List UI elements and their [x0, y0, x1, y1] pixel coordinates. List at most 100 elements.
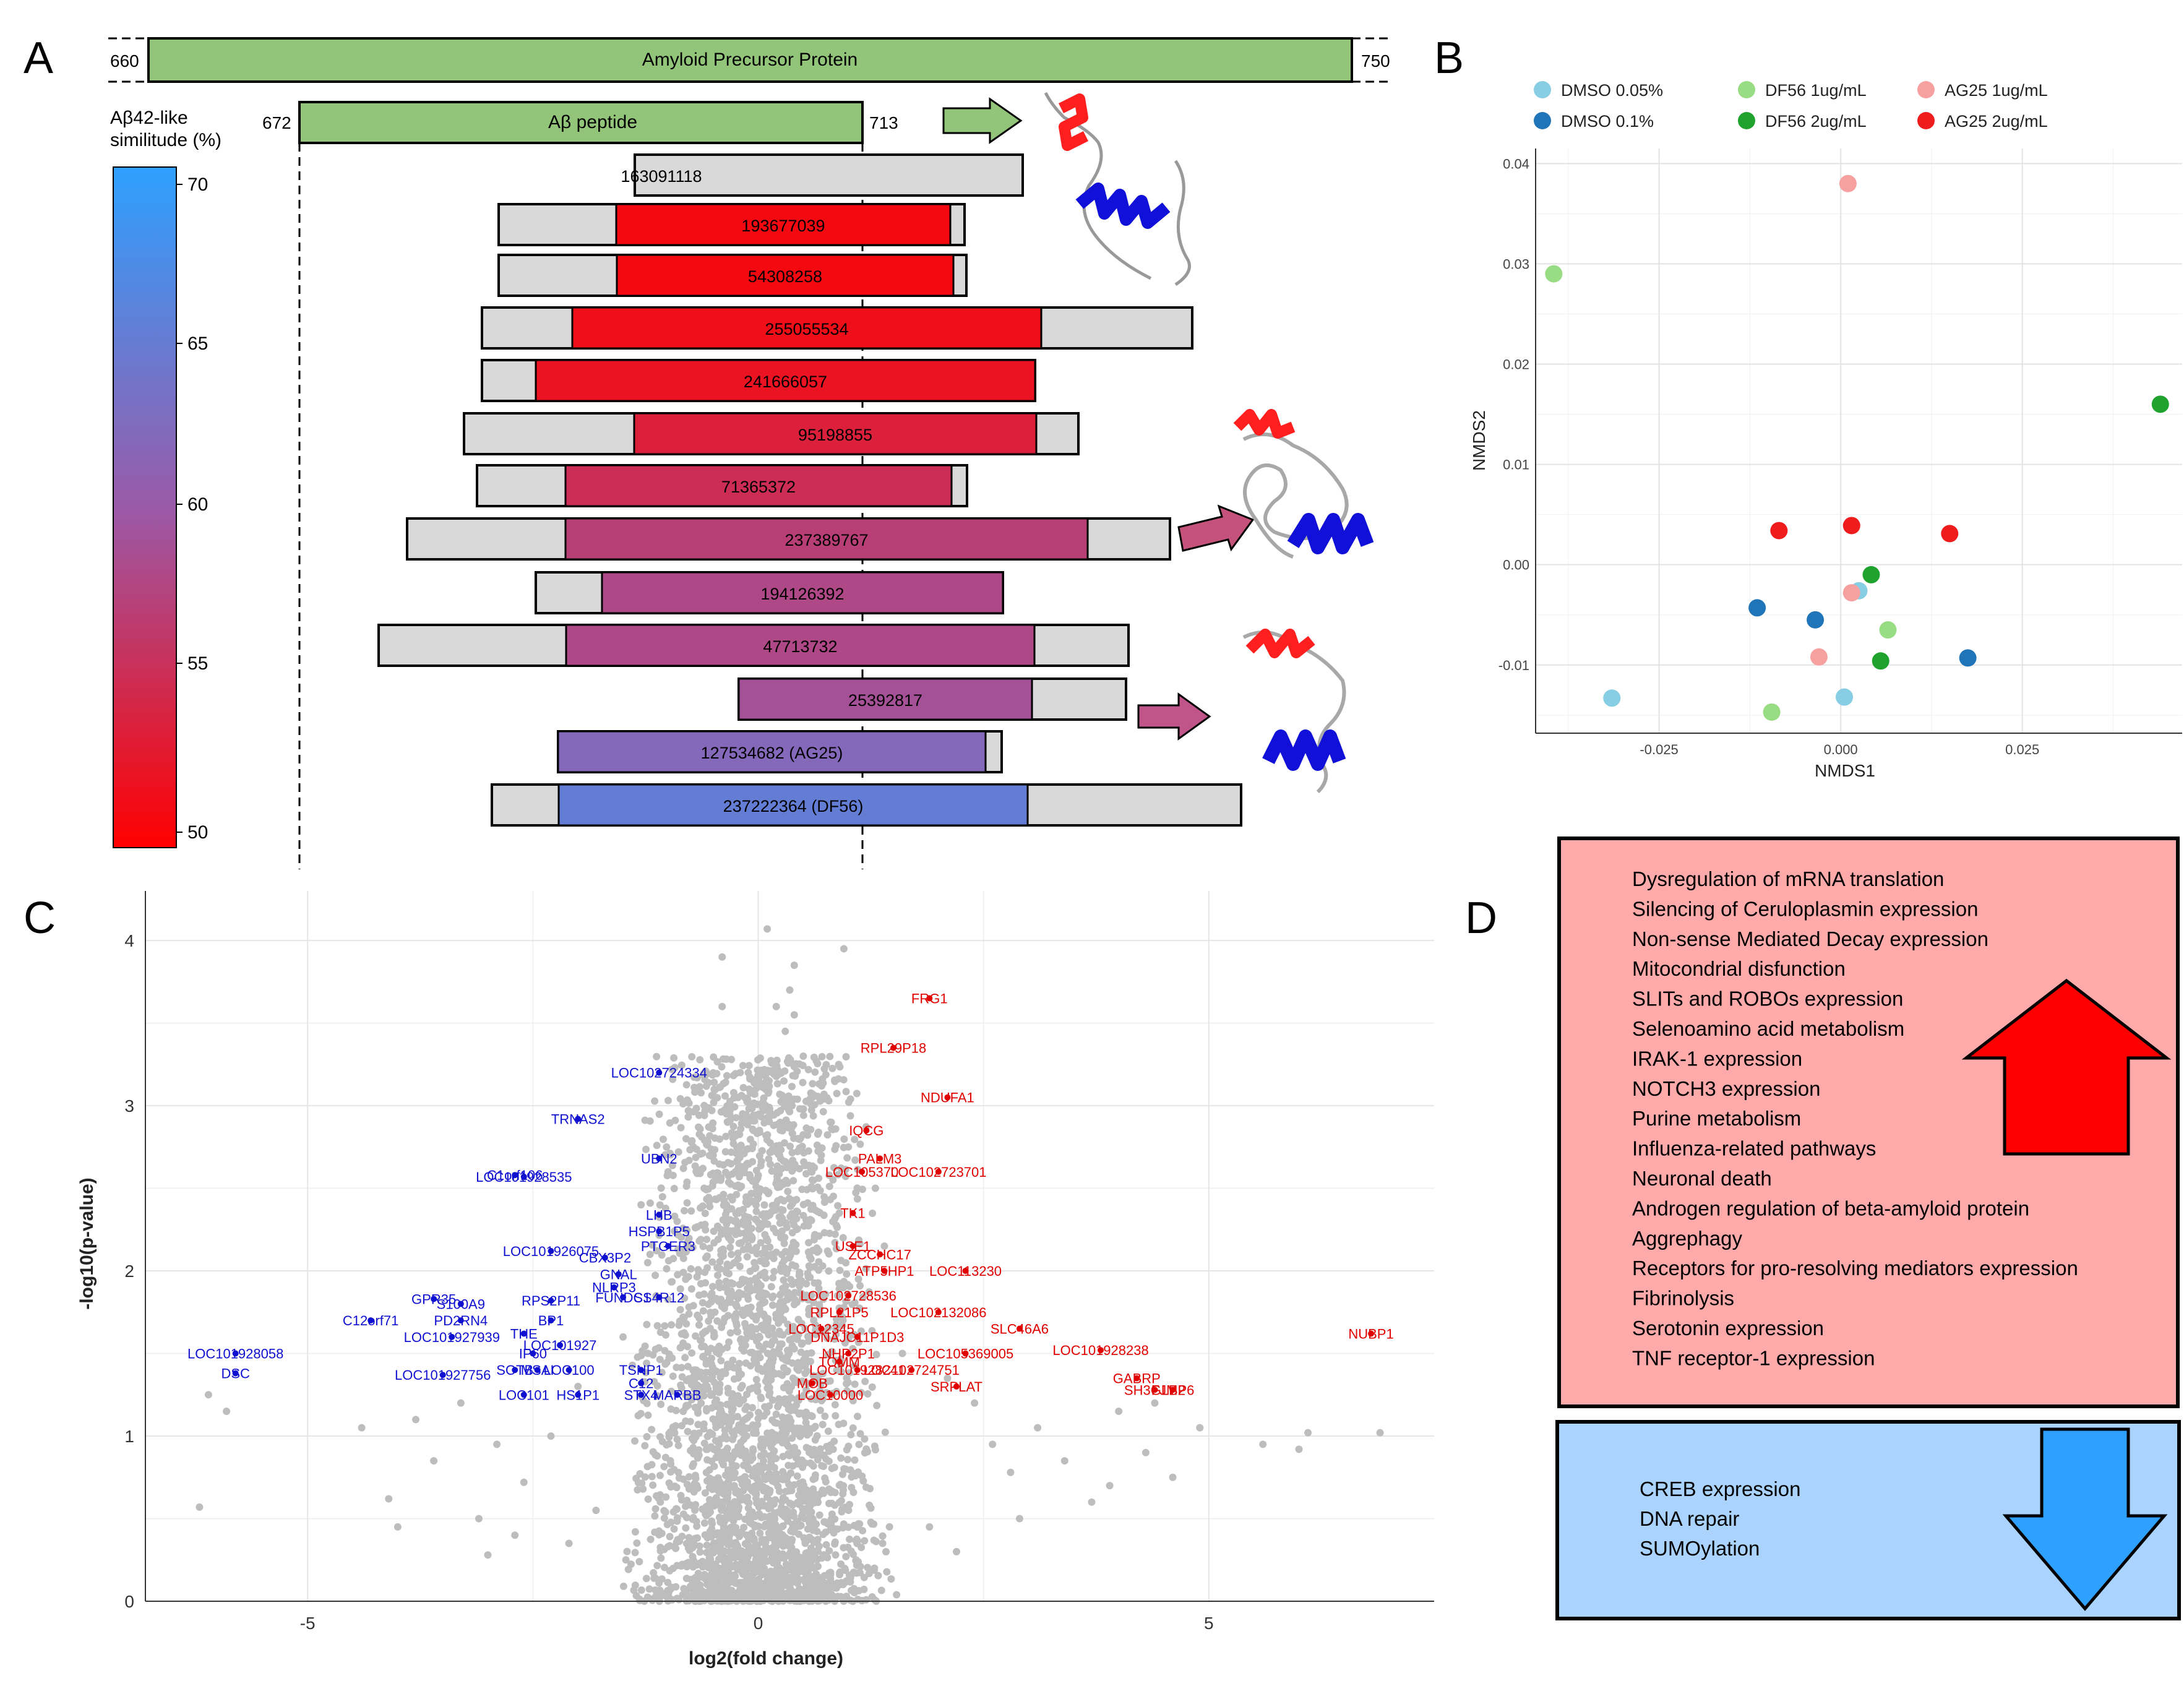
volcano-down-gene-point: [457, 1301, 464, 1307]
volcano-cloud-point: [841, 1465, 849, 1473]
volcano-cloud-point: [667, 1460, 675, 1468]
volcano-cloud-point: [703, 1549, 711, 1557]
volcano-cloud-point: [809, 1580, 817, 1588]
sequence-bar-core: [601, 571, 1004, 614]
volcano-cloud-point: [716, 1258, 724, 1266]
arrow-25392817-to-structure: [1137, 692, 1211, 741]
volcano-cloud-point: [853, 1090, 861, 1098]
volcano-cloud-point: [820, 1452, 828, 1460]
sequence-label: 47713732: [763, 637, 837, 656]
volcano-down-gene-label: GNAL: [600, 1267, 637, 1282]
volcano-down-gene-label: HS1P1: [556, 1387, 600, 1403]
volcano-cloud-point: [853, 1537, 861, 1545]
volcano-down-gene-label: LOC101927: [523, 1338, 597, 1353]
volcano-down-gene-label: LOC102724334: [611, 1065, 707, 1081]
volcano-cloud-point: [820, 1572, 828, 1580]
volcano-cloud-point: [813, 1244, 821, 1252]
volcano-cloud-point: [780, 1157, 788, 1165]
volcano-cloud-point: [727, 1508, 735, 1516]
volcano-cloud-point: [853, 1413, 861, 1421]
volcano-cloud-point: [719, 1216, 727, 1224]
volcano-cloud-point: [679, 1164, 687, 1172]
volcano-cloud-point: [757, 1158, 765, 1166]
volcano-cloud-point: [646, 1117, 654, 1125]
nmds-ytick-label: 0.00: [1503, 557, 1529, 573]
volcano-cloud-point: [735, 1421, 743, 1429]
volcano-cloud-point: [768, 1301, 776, 1309]
volcano-cloud-point: [842, 1052, 850, 1060]
sequence-label: 163091118: [621, 167, 702, 186]
volcano-cloud-point: [790, 1596, 798, 1604]
nmds-plot-area: [1536, 148, 2182, 733]
volcano-up-gene-point: [849, 1210, 856, 1216]
volcano-point: [971, 1399, 979, 1407]
volcano-up-gene-point: [1016, 1325, 1023, 1332]
volcano-point: [808, 1176, 816, 1184]
volcano-cloud-point: [801, 1425, 809, 1433]
volcano-cloud-point: [643, 1320, 651, 1328]
volcano-cloud-point: [741, 1515, 749, 1523]
volcano-cloud-point: [756, 1565, 764, 1573]
colorbar: [113, 166, 177, 848]
volcano-cloud-point: [774, 1482, 782, 1490]
volcano-point: [1060, 1457, 1068, 1465]
volcano-cloud-point: [646, 1199, 654, 1207]
volcano-cloud-point: [754, 1382, 762, 1390]
volcano-cloud-point: [690, 1366, 699, 1374]
volcano-cloud-point: [831, 1239, 839, 1247]
volcano-cloud-point: [716, 1083, 724, 1091]
volcano-cloud-point: [733, 1327, 741, 1335]
volcano-cloud-point: [703, 1445, 712, 1453]
volcano-cloud-point: [723, 1268, 731, 1276]
volcano-down-gene-point: [548, 1297, 554, 1304]
volcano-cloud-point: [748, 1104, 756, 1112]
volcano-cloud-point: [782, 1487, 790, 1495]
volcano-up-gene-point: [818, 1325, 825, 1332]
volcano-cloud-point: [865, 1288, 873, 1296]
volcano-outlier-points: [196, 925, 1384, 1559]
volcano-cloud-point: [749, 1404, 757, 1412]
volcano-cloud-point: [709, 1119, 717, 1127]
volcano-cloud-point: [676, 1095, 684, 1103]
volcano-down-gene-label: UBN2: [641, 1151, 677, 1167]
volcano-cloud-point: [671, 1064, 679, 1072]
volcano-cloud-point: [693, 1073, 701, 1082]
volcano-cloud-point: [710, 1328, 718, 1336]
volcano-cloud-point: [634, 1486, 642, 1494]
volcano-cloud-point: [791, 1524, 799, 1532]
volcano-cloud-point: [678, 1533, 686, 1541]
volcano-down-gene-label: THE: [510, 1326, 538, 1341]
volcano-cloud-point: [828, 1583, 836, 1591]
volcano-down-gene-label: MSAI: [521, 1362, 554, 1378]
volcano-cloud-point: [832, 1325, 840, 1333]
volcano-cloud-point: [739, 1579, 747, 1587]
volcano-cloud-point: [825, 1547, 833, 1555]
volcano-cloud-point: [731, 1450, 739, 1458]
volcano-cloud-point: [808, 1546, 816, 1554]
volcano-cloud-point: [857, 1327, 865, 1335]
volcano-cloud-point: [761, 1106, 769, 1114]
volcano-cloud-point: [730, 1474, 738, 1482]
colorbar-tick-label: 55: [187, 653, 208, 674]
volcano-cloud-point: [657, 1184, 665, 1192]
volcano-cloud-point: [728, 1408, 736, 1416]
volcano-cloud-point: [825, 1267, 833, 1275]
volcano-down-gene-label: SOTB: [496, 1362, 533, 1378]
volcano-cloud-point: [748, 1348, 756, 1356]
nmds-ytick-label: -0.01: [1498, 658, 1529, 673]
volcano-cloud-point: [744, 1228, 752, 1236]
volcano-cloud-point: [664, 1096, 672, 1104]
volcano-cloud-point: [745, 1546, 753, 1554]
volcano-cloud-point: [724, 1389, 733, 1397]
volcano-down-gene-point: [656, 1211, 663, 1218]
volcano-cloud-point: [770, 1350, 778, 1358]
volcano-cloud-point: [677, 1233, 686, 1241]
volcano-cloud-point: [634, 1353, 642, 1361]
volcano-up-gene-label: RPL29P18: [861, 1041, 926, 1056]
volcano-cloud-point: [757, 1441, 765, 1449]
colorbar-tick-label: 65: [187, 333, 208, 354]
volcano-cloud-point: [752, 1166, 760, 1174]
volcano-cloud-point: [762, 1234, 770, 1242]
volcano-cloud-point: [695, 1083, 703, 1091]
